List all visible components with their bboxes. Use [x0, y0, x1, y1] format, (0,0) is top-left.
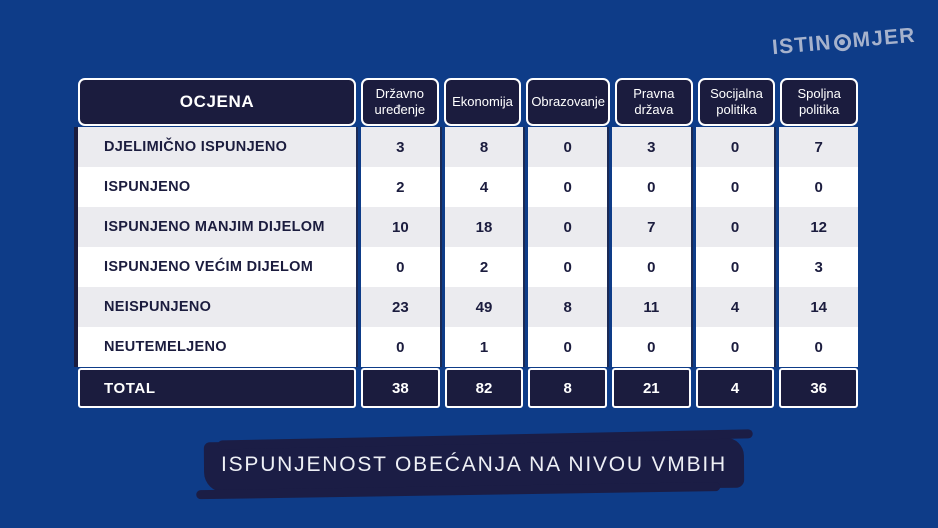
total-cell: 36 — [779, 368, 858, 408]
table-cell: 0 — [528, 127, 607, 167]
istinomjer-logo: ISTIN MJER — [771, 24, 916, 60]
table-total-row: TOTAL 38 82 8 21 4 36 — [78, 368, 858, 408]
column-header-drzavno-uredenje: Državno uređenje — [361, 78, 439, 126]
row-label: NEISPUNJENO — [78, 287, 356, 327]
table-cell: 0 — [779, 167, 858, 207]
table-cell: 2 — [444, 247, 524, 287]
table-cell: 0 — [611, 167, 691, 207]
table-cell: 7 — [779, 127, 858, 167]
table-cell: 0 — [361, 247, 440, 287]
column-header-ekonomija: Ekonomija — [443, 78, 522, 126]
total-cell: 21 — [611, 368, 691, 408]
ratings-table: OCJENA Državno uređenje Ekonomija Obrazo… — [78, 78, 858, 408]
table-cell: 0 — [779, 327, 858, 367]
table-cell: 3 — [611, 127, 691, 167]
table-cell: 11 — [611, 287, 691, 327]
table-cell: 0 — [695, 127, 775, 167]
table-cell: 14 — [779, 287, 858, 327]
column-header-obrazovanje: Obrazovanje — [526, 78, 611, 126]
table-cell: 0 — [695, 207, 775, 247]
table-cell: 0 — [695, 247, 775, 287]
table-cell: 4 — [444, 167, 524, 207]
row-label: NEUTEMELJENO — [78, 327, 356, 367]
table-cell: 49 — [444, 287, 524, 327]
istinomjer-o-icon — [833, 32, 852, 52]
total-cell: 38 — [361, 368, 440, 408]
table-cell: 0 — [611, 327, 691, 367]
table-cell: 7 — [611, 207, 691, 247]
table-cell: 12 — [779, 207, 858, 247]
column-header-ocjena: OCJENA — [78, 78, 356, 126]
table-cell: 0 — [611, 247, 691, 287]
title-banner: ISPUNJENOST OBEĆANJA NA NIVOU VMBIH — [198, 434, 750, 496]
logo-o-dot — [839, 38, 846, 46]
table-header-row: OCJENA Državno uređenje Ekonomija Obrazo… — [78, 78, 858, 126]
column-header-socijalna-politika: Socijalna politika — [697, 78, 776, 126]
table-cell: 18 — [444, 207, 524, 247]
table-cell: 0 — [528, 327, 607, 367]
row-label: ISPUNJENO — [78, 167, 356, 207]
table-cell: 3 — [361, 127, 440, 167]
total-cell: 82 — [444, 368, 524, 408]
table-cell: 3 — [779, 247, 858, 287]
table-cell: 1 — [444, 327, 524, 367]
row-label: ISPUNJENO VEĆIM DIJELOM — [78, 247, 356, 287]
table-cell: 0 — [528, 247, 607, 287]
table-cell: 2 — [361, 167, 440, 207]
logo-text-right: MJER — [851, 23, 917, 53]
column-header-spoljna-politika: Spoljna politika — [780, 78, 858, 126]
table-cell: 23 — [361, 287, 440, 327]
table-cell: 8 — [444, 127, 524, 167]
table-cell: 8 — [528, 287, 607, 327]
page-title: ISPUNJENOST OBEĆANJA NA NIVOU VMBIH — [220, 453, 728, 476]
table-cell: 0 — [695, 327, 775, 367]
logo-text-left: ISTIN — [771, 31, 833, 60]
column-header-pravna-drzava: Pravna država — [615, 78, 693, 126]
row-label: DJELIMIČNO ISPUNJENO — [78, 127, 356, 167]
total-label: TOTAL — [78, 368, 356, 408]
table-cell: 10 — [361, 207, 440, 247]
row-label: ISPUNJENO MANJIM DIJELOM — [78, 207, 356, 247]
table-cell: 0 — [528, 167, 607, 207]
table-cell: 4 — [695, 287, 775, 327]
table-body: DJELIMIČNO ISPUNJENO 3 8 0 3 0 7 ISPUNJENO 2 4 0 0 0… — [78, 127, 858, 367]
table-cell: 0 — [695, 167, 775, 207]
total-cell: 8 — [528, 368, 607, 408]
total-cell: 4 — [695, 368, 775, 408]
table-cell: 0 — [361, 327, 440, 367]
table-cell: 0 — [528, 207, 607, 247]
